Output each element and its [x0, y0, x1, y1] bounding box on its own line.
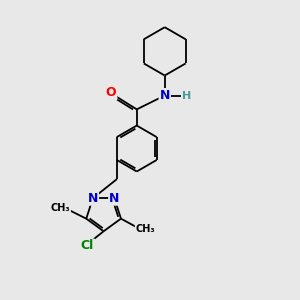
Text: CH₃: CH₃: [136, 224, 155, 234]
Text: N: N: [109, 192, 119, 205]
Text: N: N: [88, 192, 98, 205]
Text: O: O: [106, 86, 116, 99]
Text: Cl: Cl: [81, 239, 94, 253]
Text: H: H: [182, 91, 191, 100]
Text: CH₃: CH₃: [50, 203, 70, 213]
Text: N: N: [160, 89, 170, 102]
